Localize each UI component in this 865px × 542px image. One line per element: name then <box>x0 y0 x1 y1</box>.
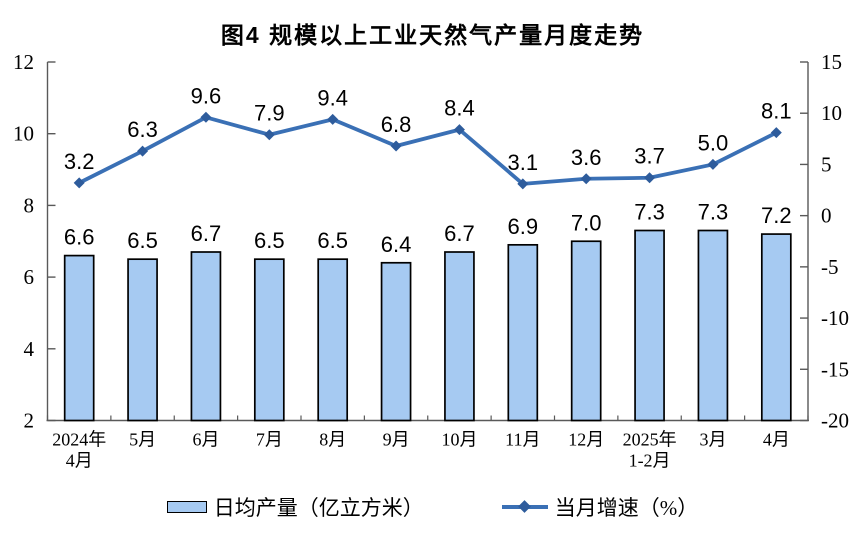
legend-item-bar: 日均产量（亿立方米） <box>166 492 424 522</box>
line-marker-icon <box>263 129 275 141</box>
y-axis-right-label: 5 <box>821 152 832 176</box>
line-marker-icon <box>200 111 212 123</box>
bar <box>63 254 95 422</box>
line-value-label: 5.0 <box>698 130 729 155</box>
line-value-label: 7.9 <box>254 101 285 126</box>
line-marker-icon <box>390 140 402 152</box>
bar <box>380 261 412 422</box>
x-axis-label: 2025年 <box>623 430 677 450</box>
bar <box>634 229 665 422</box>
bar-value-label: 6.4 <box>381 232 412 257</box>
chart-title: 图4 规模以上工业天然气产量月度走势 <box>220 22 645 48</box>
bar <box>507 243 539 422</box>
y-axis-right-label: -10 <box>821 306 849 330</box>
x-axis-label: 12月 <box>568 430 604 450</box>
bar-value-label: 6.9 <box>508 214 539 239</box>
legend-label-line: 当月增速（%） <box>554 496 699 520</box>
line-value-label: 8.1 <box>761 99 792 124</box>
y-axis-left-label: 4 <box>24 337 35 361</box>
bar-value-label: 7.2 <box>761 203 792 228</box>
line-value-label: 6.8 <box>381 112 412 137</box>
bar-value-label: 7.0 <box>571 210 602 235</box>
x-axis-label: 10月 <box>441 430 477 450</box>
x-axis-label: 6月 <box>192 430 219 450</box>
bar <box>127 258 158 422</box>
line-value-label: 8.4 <box>444 96 475 121</box>
line-marker-icon <box>137 145 149 157</box>
y-axis-left-label: 8 <box>24 193 35 217</box>
bar-value-label: 7.3 <box>634 199 665 224</box>
line-marker-icon <box>707 158 719 170</box>
line-marker-icon <box>580 173 592 185</box>
line-marker-icon <box>73 177 85 189</box>
bar <box>190 251 222 422</box>
bar-value-label: 7.3 <box>698 199 729 224</box>
x-axis-label: 7月 <box>256 430 283 450</box>
line-marker-icon <box>644 172 656 184</box>
y-axis-right-label: -20 <box>821 409 849 433</box>
line-marker-icon <box>327 113 339 125</box>
line-value-label: 3.1 <box>508 150 539 175</box>
line-value-label: 3.2 <box>64 149 95 174</box>
bar-value-label: 6.5 <box>254 228 285 253</box>
line-value-label: 3.7 <box>634 144 665 169</box>
bar-value-label: 6.7 <box>444 221 475 246</box>
x-axis-label: 11月 <box>505 430 540 450</box>
bar-legend-swatch-icon <box>166 501 207 513</box>
line-marker-icon <box>453 124 465 136</box>
x-axis-label: 5月 <box>129 430 156 450</box>
chart-legend: 日均产量（亿立方米） 当月增速（%） <box>0 492 865 522</box>
x-axis-label: 9月 <box>383 430 410 450</box>
legend-label-bar: 日均产量（亿立方米） <box>213 496 424 520</box>
line-value-label: 9.6 <box>191 83 222 108</box>
line-marker-icon <box>517 178 529 190</box>
x-axis-label: 4月 <box>66 451 93 471</box>
line-value-label: 9.4 <box>317 85 348 110</box>
line-series <box>77 115 779 186</box>
y-axis-left-label: 6 <box>24 265 35 289</box>
y-axis-right-label: 10 <box>821 101 842 125</box>
bar <box>253 258 285 422</box>
bar <box>444 251 475 422</box>
bar-value-label: 6.5 <box>317 228 348 253</box>
y-axis-left-label: 10 <box>13 122 34 146</box>
bar <box>570 240 602 422</box>
bar <box>317 258 349 422</box>
y-axis-right-label: 15 <box>821 50 842 74</box>
bar-value-label: 6.5 <box>127 228 158 253</box>
x-axis-label: 1-2月 <box>629 451 671 471</box>
line-legend-swatch-icon <box>501 500 548 513</box>
bar <box>760 233 792 422</box>
y-axis-right-label: -15 <box>821 357 849 381</box>
x-axis-label: 8月 <box>319 430 346 450</box>
x-axis-label: 4月 <box>763 430 790 450</box>
line-value-label: 6.3 <box>127 117 158 142</box>
line-value-label: 3.6 <box>571 145 602 170</box>
y-axis-left-label: 2 <box>24 409 35 433</box>
x-axis-label: 3月 <box>699 430 726 450</box>
bar <box>697 229 729 422</box>
bar-value-label: 6.7 <box>191 221 222 246</box>
y-axis-right-label: 0 <box>821 204 832 228</box>
line-marker-icon <box>770 127 782 139</box>
y-axis-right-label: -5 <box>821 255 839 279</box>
legend-item-line: 当月增速（%） <box>501 492 699 522</box>
bar-value-label: 6.6 <box>64 225 95 250</box>
y-axis-left-label: 12 <box>13 50 34 74</box>
diamond-marker-icon <box>517 500 531 513</box>
x-axis-label: 2024年 <box>52 430 106 450</box>
